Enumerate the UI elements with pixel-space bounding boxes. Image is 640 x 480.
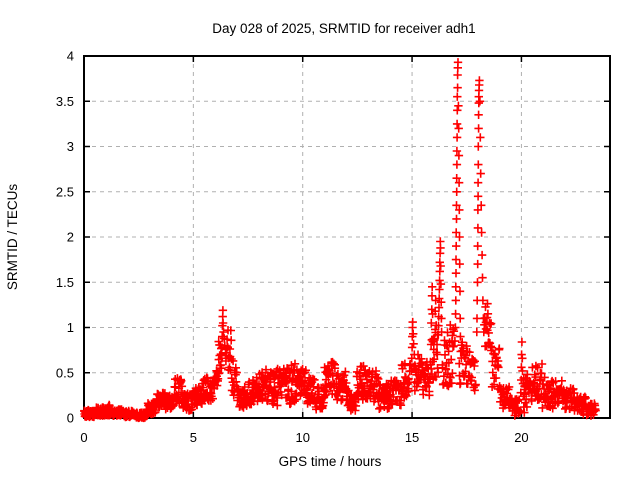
x-tick-label: 20 bbox=[514, 430, 528, 445]
y-tick-label: 4 bbox=[67, 49, 74, 64]
plot-border bbox=[83, 55, 611, 419]
tick-labels-layer: 0 5 10 15 20 0 0.5 1 1.5 2 2.5 3 3.5 4 bbox=[56, 49, 529, 446]
x-axis-label: GPS time / hours bbox=[279, 454, 382, 469]
y-axis-label: SRMTID / TECUs bbox=[5, 184, 20, 291]
y-tick-label: 3 bbox=[67, 139, 74, 154]
y-tick-label: 0 bbox=[67, 411, 74, 426]
y-tick-label: 3.5 bbox=[56, 94, 74, 109]
y-tick-label: 2.5 bbox=[56, 184, 74, 199]
y-tick-label: 0.5 bbox=[56, 365, 74, 380]
tick-marks-layer bbox=[83, 55, 610, 419]
y-tick-label: 1 bbox=[67, 320, 74, 335]
x-tick-label: 5 bbox=[190, 430, 197, 445]
data-points bbox=[80, 58, 600, 423]
x-tick-label: 10 bbox=[295, 430, 309, 445]
y-tick-label: 1.5 bbox=[56, 275, 74, 290]
grid-layer bbox=[84, 56, 610, 418]
chart-title: Day 028 of 2025, SRMTID for receiver adh… bbox=[212, 21, 475, 36]
y-tick-label: 2 bbox=[67, 230, 74, 245]
x-tick-label: 15 bbox=[405, 430, 419, 445]
x-tick-label: 0 bbox=[80, 430, 87, 445]
